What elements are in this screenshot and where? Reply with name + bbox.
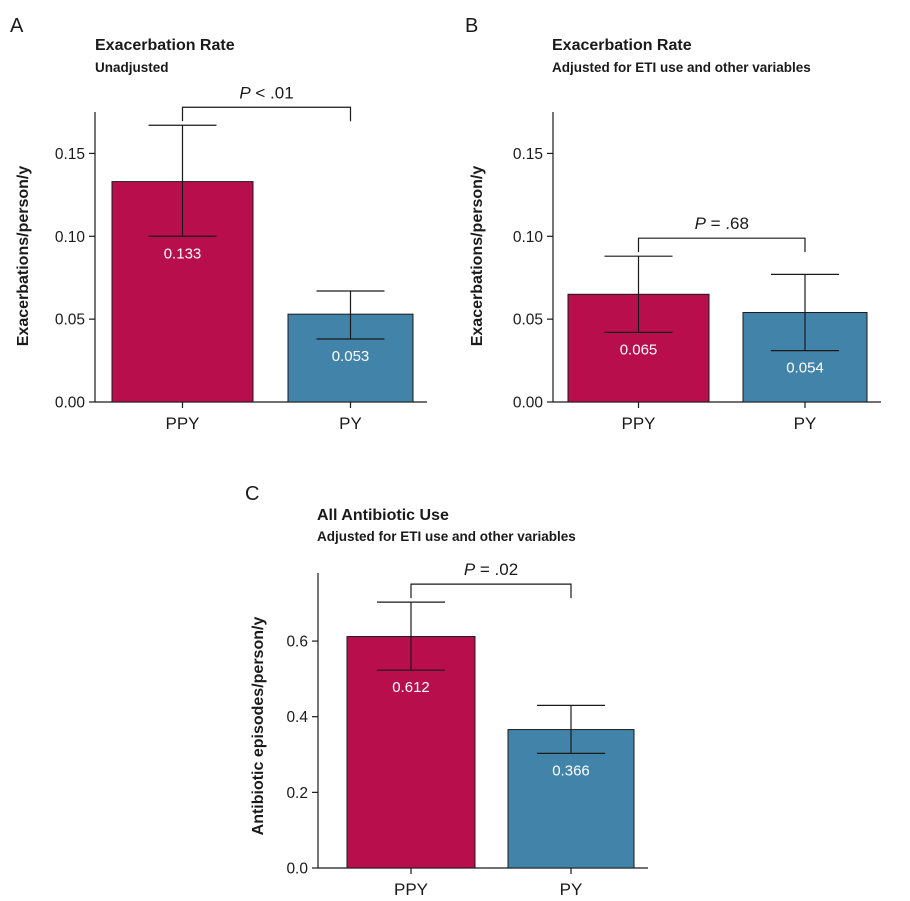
bar-value-label: 0.054 — [786, 360, 824, 377]
panel-letter: A — [10, 15, 24, 37]
p-value-label: P < .01 — [239, 83, 293, 102]
y-tick-label: 0.4 — [286, 709, 308, 726]
x-tick-label: PPY — [165, 414, 199, 433]
y-tick-label: 0.15 — [55, 146, 85, 163]
y-tick-label: 0.00 — [513, 395, 544, 412]
p-value-label: P = .68 — [695, 214, 749, 233]
bar-value-label: 0.366 — [552, 762, 590, 779]
y-axis-label: Antibiotic episodes/person/y — [250, 617, 267, 836]
bar-value-label: 0.133 — [164, 245, 202, 262]
y-tick-label: 0.05 — [513, 312, 543, 329]
significance-bracket — [637, 237, 806, 253]
y-axis-label: Exacerbations/person/y — [469, 166, 486, 347]
chart-panel-c: C All Antibiotic Use Adjusted for ETI use … — [245, 483, 648, 899]
y-tick-label: 0.10 — [55, 229, 86, 246]
y-tick-label: 0.0 — [286, 861, 308, 878]
x-tick-label: PPY — [621, 414, 655, 433]
p-value-label: P = .02 — [464, 560, 518, 579]
y-tick-label: 0.00 — [55, 395, 86, 412]
chart-subtitle: Unadjusted — [95, 60, 169, 75]
y-tick-label: 0.05 — [55, 312, 85, 329]
significance-bracket — [410, 583, 572, 599]
x-tick-label: PY — [339, 414, 362, 433]
chart-title: All Antibiotic Use — [317, 507, 449, 524]
chart-subtitle: Adjusted for ETI use and other variables — [552, 60, 811, 75]
x-tick-label: PY — [560, 880, 583, 899]
chart-panel-b: B Exacerbation Rate Adjusted for ETI use a… — [465, 15, 881, 433]
x-tick-label: PY — [794, 414, 817, 433]
y-axis-label: Exacerbations/person/y — [15, 166, 32, 347]
bar-value-label: 0.053 — [332, 348, 370, 365]
chart-subtitle: Adjusted for ETI use and other variables — [317, 529, 576, 544]
y-tick-label: 0.10 — [513, 229, 544, 246]
bar-value-label: 0.065 — [620, 341, 658, 358]
bar-value-label: 0.612 — [392, 679, 430, 696]
bar-ppy — [346, 636, 476, 869]
y-tick-label: 0.15 — [513, 146, 543, 163]
significance-bracket — [181, 106, 352, 122]
chart-panel-a: A Exacerbation Rate Unadjusted Exacerbation… — [10, 15, 427, 433]
x-tick-label: PPY — [394, 880, 428, 899]
y-tick-label: 0.6 — [286, 634, 308, 651]
y-tick-label: 0.2 — [286, 785, 308, 802]
chart-title: Exacerbation Rate — [95, 37, 235, 54]
chart-title: Exacerbation Rate — [552, 37, 692, 54]
panel-letter: C — [245, 483, 259, 505]
panel-letter: B — [465, 15, 478, 37]
